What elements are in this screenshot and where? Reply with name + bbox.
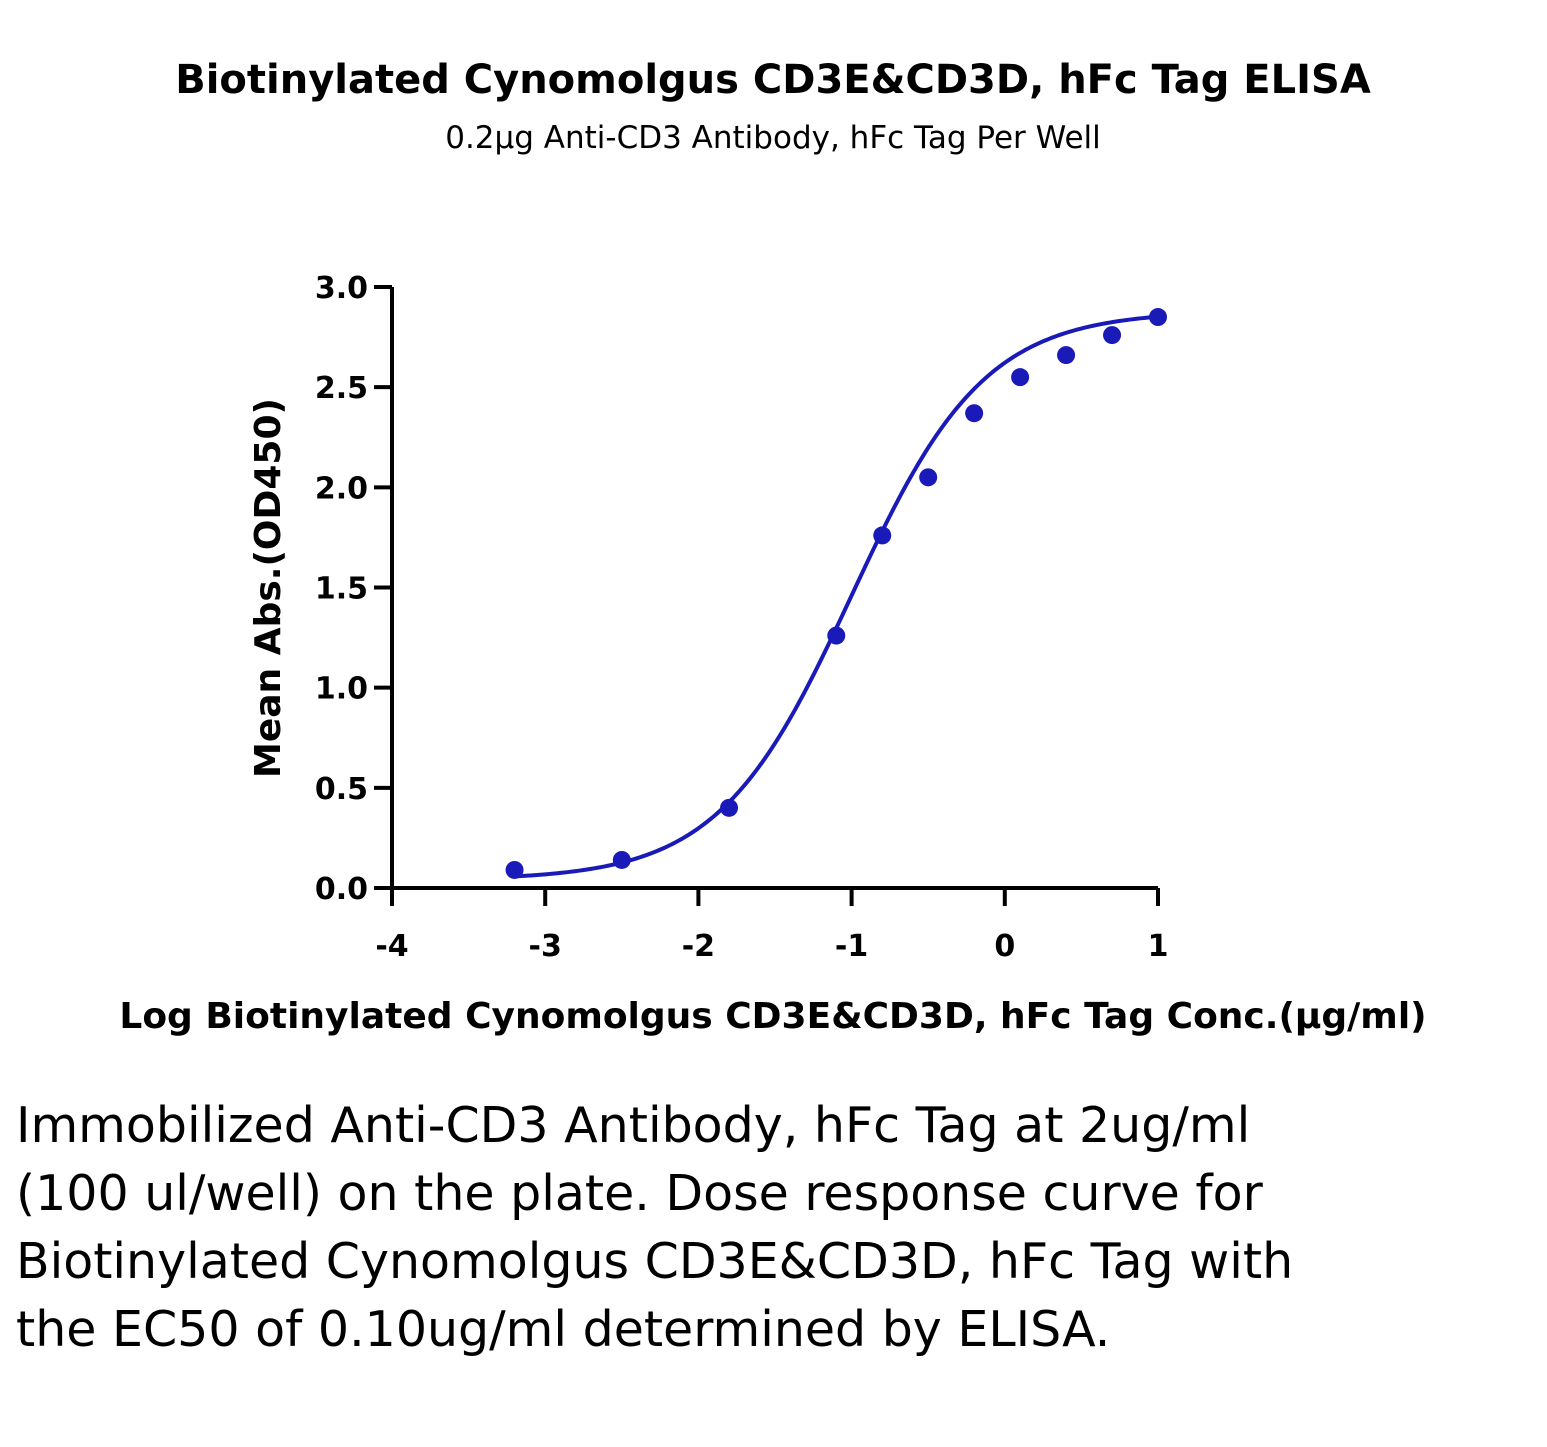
y-axis-ticks: 0.0 0.5 1.0 1.5 2.0 2.5 3.0 — [315, 271, 392, 907]
x-tick-label: 1 — [1148, 929, 1169, 964]
data-point — [965, 404, 984, 423]
y-tick-label: 0.0 — [315, 872, 368, 907]
x-tick-label: 0 — [994, 929, 1015, 964]
x-tick-label: -3 — [529, 929, 562, 964]
y-tick-label: 2.0 — [315, 471, 368, 506]
data-point — [505, 860, 524, 879]
x-axis-ticks: -4 -3 -2 -1 0 1 — [375, 888, 1168, 964]
chart-title: Biotinylated Cynomolgus CD3E&CD3D, hFc T… — [175, 57, 1371, 103]
data-point — [873, 526, 892, 545]
data-point — [1149, 308, 1167, 327]
x-tick-label: -4 — [375, 929, 408, 964]
fit-curve-line — [514, 314, 1159, 879]
data-point — [1057, 346, 1076, 365]
y-tick-label: 2.5 — [315, 371, 368, 406]
data-point — [919, 468, 938, 487]
data-point — [1103, 326, 1122, 345]
y-tick-label: 3.0 — [315, 271, 368, 306]
y-tick-label: 1.0 — [315, 672, 368, 707]
y-tick-label: 1.5 — [315, 572, 368, 607]
y-tick-label: 0.5 — [315, 772, 368, 807]
x-tick-label: -2 — [682, 929, 715, 964]
y-axis-label: Mean Abs.(OD450) — [248, 398, 289, 778]
data-point — [827, 626, 846, 645]
elisa-chart: Biotinylated Cynomolgus CD3E&CD3D, hFc T… — [119, 57, 1426, 1037]
data-point — [1011, 368, 1030, 387]
data-point — [720, 798, 739, 817]
data-point — [612, 850, 631, 869]
figure-caption: Immobilized Anti-CD3 Antibody, hFc Tag a… — [16, 1097, 1294, 1358]
x-axis-label: Log Biotinylated Cynomolgus CD3E&CD3D, h… — [119, 996, 1426, 1037]
x-tick-label: -1 — [835, 929, 868, 964]
chart-subtitle: 0.2µg Anti-CD3 Antibody, hFc Tag Per Wel… — [445, 120, 1101, 156]
data-points — [505, 308, 1167, 879]
